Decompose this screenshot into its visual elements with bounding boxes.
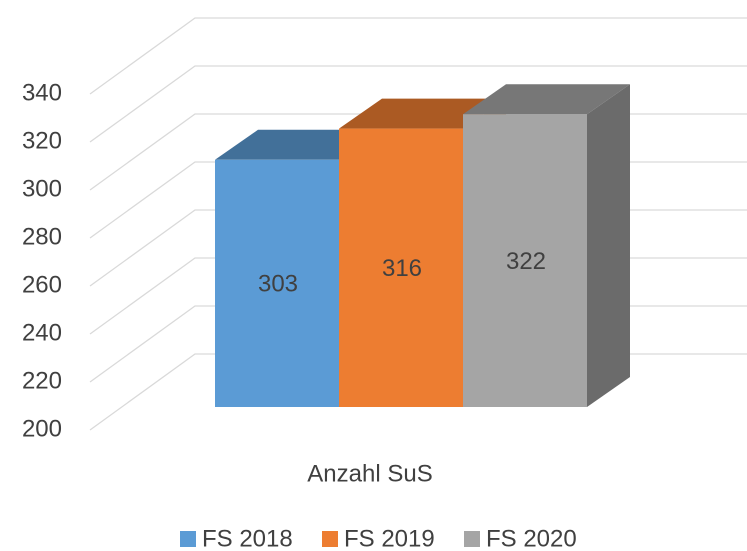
grid-line [89,65,747,143]
legend-swatch [180,531,196,547]
legend-label: FS 2020 [486,525,577,551]
y-tick-label: 320 [22,127,62,154]
legend-swatch [322,531,338,547]
bar-side [587,84,630,407]
bar-top [463,84,630,115]
y-tick-label: 280 [22,223,62,250]
data-label: 303 [258,271,298,298]
bar [463,84,630,407]
y-tick-label: 220 [22,367,62,394]
legend-label: FS 2018 [202,525,293,551]
bar-front [339,128,463,407]
y-tick-label: 200 [22,415,62,442]
x-tick-label: Anzahl SuS [307,460,432,487]
legend-swatch [464,531,480,547]
legend-label: FS 2019 [344,525,435,551]
y-tick-label: 340 [22,79,62,106]
bar-front [215,159,339,407]
bar-front [463,114,587,407]
y-tick-label: 300 [22,175,62,202]
y-tick-label: 240 [22,319,62,346]
data-label: 322 [506,248,546,275]
y-tick-label: 260 [22,271,62,298]
data-label: 316 [382,255,422,282]
grid-line [89,17,747,95]
